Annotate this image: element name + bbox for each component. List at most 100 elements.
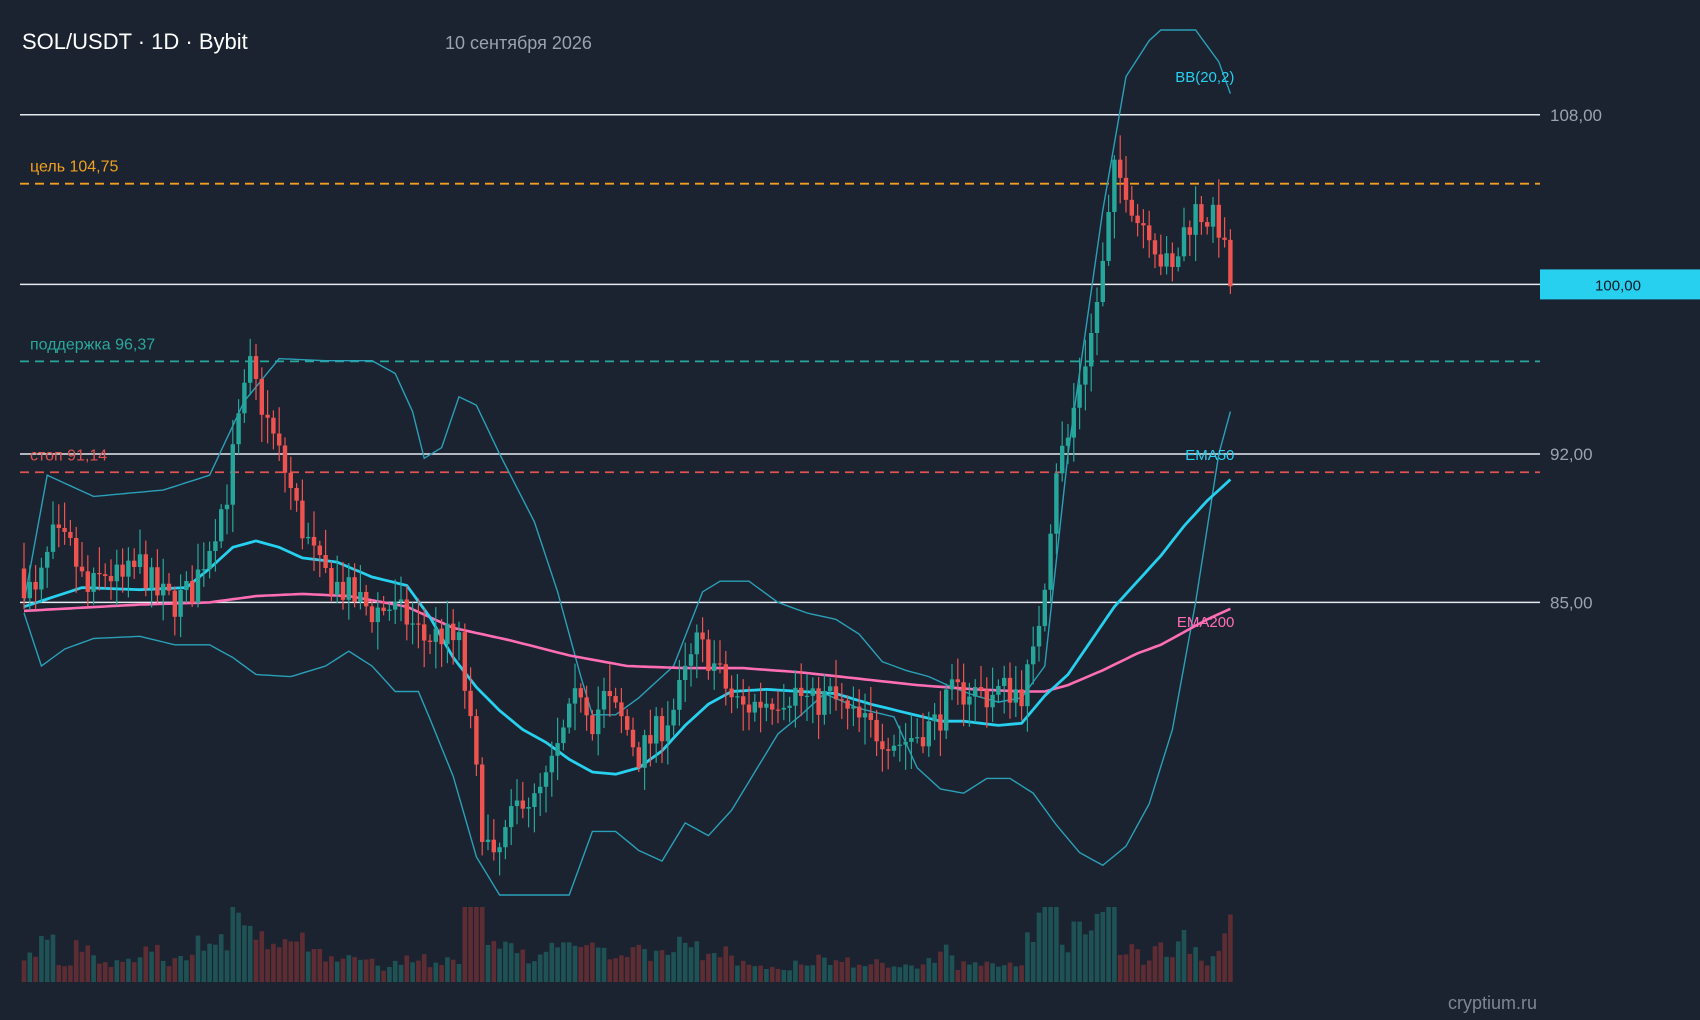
candle-body — [230, 444, 235, 505]
candle-body — [294, 487, 299, 501]
volume-bar — [804, 965, 810, 982]
volume-bar — [880, 962, 885, 982]
candle-body — [955, 679, 960, 683]
candle-body — [949, 679, 955, 690]
candle-body — [439, 628, 444, 645]
candle-body — [1164, 253, 1169, 267]
candle-body — [282, 445, 288, 473]
volume-bar — [1042, 907, 1048, 982]
candle-body — [1031, 646, 1036, 665]
candle-body — [967, 696, 972, 705]
volume-bar — [1199, 960, 1204, 982]
volume-bar — [816, 954, 821, 982]
volume-bar — [769, 966, 775, 982]
candle-body — [178, 590, 183, 617]
volume-bar — [1158, 942, 1164, 982]
volume-bar — [1193, 947, 1198, 982]
volume-bar — [926, 958, 932, 982]
candle-body — [862, 713, 868, 718]
volume-bar — [126, 958, 131, 982]
candle-body — [56, 524, 61, 529]
candle-body — [184, 580, 189, 591]
candle-body — [149, 567, 154, 589]
volume-bar — [526, 963, 531, 982]
candle-body — [311, 536, 317, 546]
volume-bar — [137, 957, 143, 982]
candle-body — [642, 735, 647, 768]
volume-bar — [439, 965, 444, 982]
volume-bar — [1187, 953, 1193, 982]
volume-bar — [1175, 941, 1181, 982]
volume-bar — [27, 952, 33, 982]
candle-body — [874, 719, 879, 742]
candle-body — [161, 583, 166, 596]
volume-bar — [961, 961, 966, 982]
candle-body — [259, 378, 264, 415]
candle-body — [903, 741, 908, 745]
volume-bar — [677, 936, 682, 982]
volume-bar — [445, 957, 450, 982]
volume-bar — [885, 967, 891, 982]
volume-bar — [387, 966, 392, 982]
candle-body — [1193, 204, 1198, 235]
candle-body — [1089, 332, 1094, 367]
candle-body — [619, 702, 624, 717]
volume-bar — [85, 945, 91, 982]
candle-body — [190, 580, 195, 603]
volume-bar — [311, 948, 317, 982]
candle-body — [1048, 533, 1053, 590]
volume-bar — [491, 941, 497, 982]
volume-bar — [97, 963, 102, 982]
candle-body — [1187, 227, 1192, 235]
candle-body — [1100, 260, 1105, 303]
volume-bar — [561, 942, 566, 982]
volume-bar — [21, 960, 27, 982]
volume-bar — [543, 951, 549, 982]
candle-body — [683, 665, 688, 680]
volume-bar — [943, 944, 949, 982]
candle-body — [358, 591, 363, 602]
volume-bar — [1135, 949, 1140, 982]
candle-body — [973, 687, 978, 697]
volume-bar — [329, 956, 334, 982]
volume-bar — [265, 949, 270, 982]
y-axis-ticks: 108,00 92,00 85,00 100,00 — [1540, 106, 1700, 612]
volume-bar — [653, 950, 659, 982]
volume-bar — [131, 962, 137, 982]
volume-bar — [410, 962, 415, 982]
candle-body — [532, 793, 537, 807]
chart-labels: цель 104,75 поддержка 96,37 стоп 91,14 BB(2… — [30, 69, 1234, 631]
volume-bar — [711, 953, 717, 982]
candle-body — [271, 417, 276, 434]
volume-bar — [671, 952, 676, 982]
volume-bar — [682, 942, 688, 982]
candle-body — [990, 694, 995, 708]
candle-body — [746, 704, 752, 713]
candle-body — [195, 569, 201, 603]
candle-body — [381, 607, 386, 612]
candle-body — [1060, 445, 1065, 474]
volume-bar — [665, 954, 671, 982]
candle-body — [45, 551, 50, 568]
candle-body — [1019, 689, 1024, 707]
candle-body — [207, 550, 212, 570]
candle-body — [21, 568, 27, 599]
candle-body — [717, 663, 723, 665]
candle-body — [79, 566, 85, 572]
candle-body — [572, 688, 578, 704]
volume-bar — [155, 944, 160, 982]
candle-body — [944, 689, 949, 731]
volume-bar — [642, 949, 647, 982]
candle-body — [700, 632, 705, 640]
volume-bar — [166, 966, 172, 982]
candle-body — [485, 839, 491, 842]
candle-body — [1025, 664, 1030, 707]
volume-bar — [764, 968, 769, 982]
candle-body — [729, 688, 734, 698]
candle-body — [607, 691, 612, 697]
volume-bar — [218, 934, 224, 982]
candle-body — [468, 690, 473, 717]
volume-bar — [938, 951, 943, 982]
volume-bar — [1216, 951, 1222, 982]
candle-body — [1216, 204, 1221, 238]
